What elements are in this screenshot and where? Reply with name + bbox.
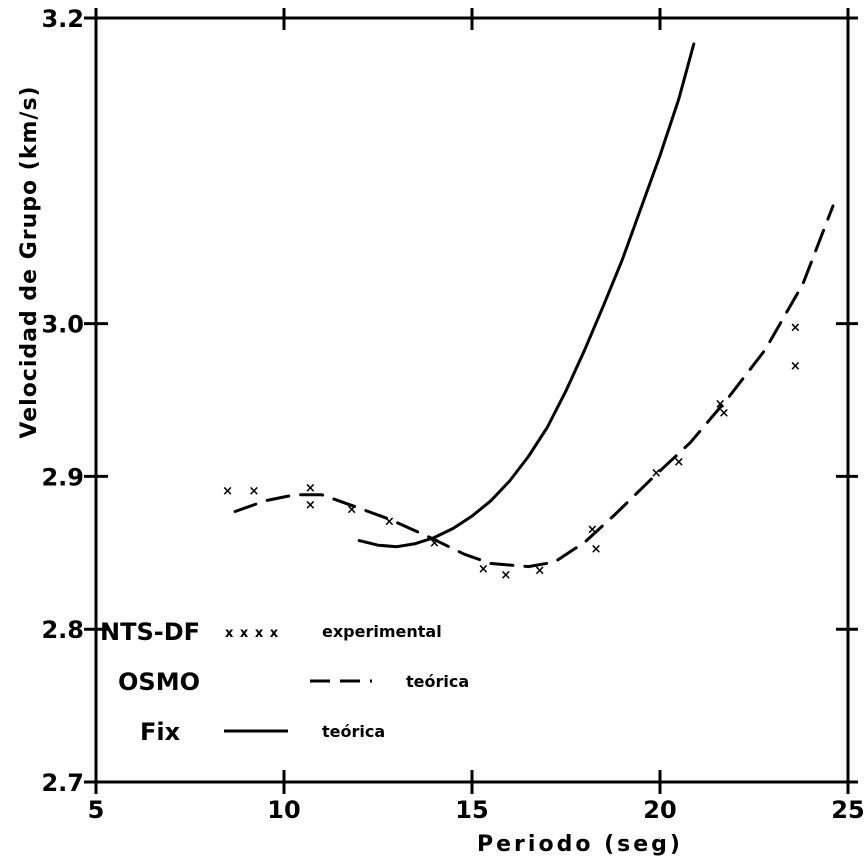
y-tick-label-3: 3.0 <box>41 311 84 339</box>
data-point-0-2: × <box>305 481 316 496</box>
x-tick-label-2: 15 <box>455 796 488 824</box>
data-point-0-4: × <box>346 502 357 517</box>
legend-desc-fix: teórica <box>322 722 385 741</box>
data-point-0-13: × <box>673 455 684 470</box>
data-point-0-5: × <box>384 515 395 530</box>
legend-name-nts-df: NTS-DF <box>100 618 200 646</box>
data-point-0-1: × <box>248 484 259 499</box>
x-axis-title: Periodo (seg) <box>477 832 683 857</box>
data-point-0-11: × <box>591 542 602 557</box>
data-point-0-0: × <box>222 484 233 499</box>
tick-labels: 5 10 15 20 25 2.7 2.8 2.9 3.0 3.2 <box>41 5 864 824</box>
data-point-0-6: × <box>429 536 440 551</box>
tick-marks <box>84 8 858 794</box>
data-point-0-15: × <box>718 406 729 421</box>
data-point-0-3: × <box>305 498 316 513</box>
legend-name-osmo: OSMO <box>118 668 200 696</box>
legend-desc-osmo: teórica <box>406 672 469 691</box>
legend: NTS-DF x x x x experimental OSMO teórica Fix t… <box>100 618 469 746</box>
legend-name-fix: Fix <box>140 718 181 746</box>
plot-frame <box>94 16 850 784</box>
legend-desc-nts-df: experimental <box>322 622 442 641</box>
legend-marker-nts-df: x x x x <box>225 626 279 641</box>
data-point-0-10: × <box>587 522 598 537</box>
x-tick-label-4: 25 <box>831 796 864 824</box>
x-tick-label-1: 10 <box>267 796 300 824</box>
data-point-0-9: × <box>534 564 545 579</box>
y-axis-title: Velocidad de Grupo (km/s) <box>17 85 42 438</box>
data-point-0-7: × <box>478 562 489 577</box>
series-line-fix <box>357 42 696 549</box>
series-line-osmo <box>233 204 835 569</box>
y-tick-label-0: 2.7 <box>41 769 84 797</box>
data-point-0-16: × <box>790 321 801 336</box>
x-tick-label-3: 20 <box>643 796 676 824</box>
data-point-0-8: × <box>500 568 511 583</box>
data-point-0-12: × <box>651 466 662 481</box>
y-tick-label-2: 2.9 <box>41 463 84 491</box>
series-layer: × × ×× ×××× × ××××××××× <box>222 42 835 583</box>
y-tick-label-1: 2.8 <box>41 616 84 644</box>
data-point-0-17: × <box>790 359 801 374</box>
x-tick-label-0: 5 <box>88 796 105 824</box>
data-point-0-14: × <box>715 397 726 412</box>
y-tick-label-4: 3.2 <box>41 5 84 33</box>
